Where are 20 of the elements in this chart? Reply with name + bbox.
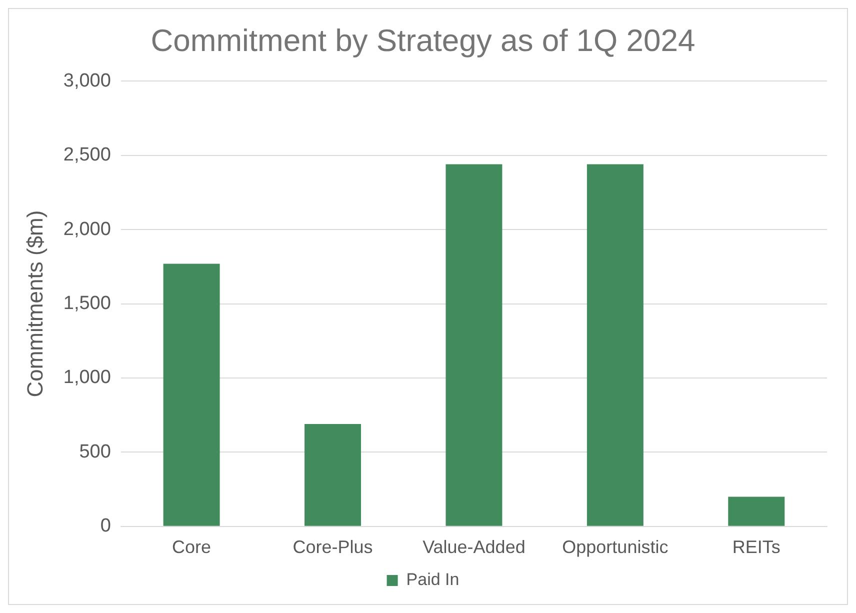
x-tick-label: Core-Plus — [292, 537, 373, 558]
y-tick-label: 2,500 — [63, 144, 111, 166]
y-tick-label: 2,000 — [63, 218, 111, 240]
y-tick-label: 500 — [79, 441, 111, 462]
bar — [304, 424, 362, 526]
y-tick-label: 1,500 — [63, 293, 111, 314]
x-tick-label: Opportunistic — [562, 537, 668, 558]
y-tick-label: 1,000 — [63, 367, 111, 388]
y-tick-label: 0 — [100, 516, 111, 537]
x-tick-label: Value-Added — [422, 537, 526, 558]
chart-title: Commitment by Strategy as of 1Q 2024 — [150, 23, 696, 58]
bar — [446, 164, 502, 526]
bar — [163, 264, 220, 526]
x-tick-label: Core — [172, 537, 212, 558]
bar — [586, 164, 644, 526]
x-tick-label: REITs — [732, 537, 780, 558]
y-axis-title: Commitments ($m) — [22, 210, 48, 398]
legend-label: Paid In — [406, 570, 460, 590]
y-tick-label: 3,000 — [63, 70, 111, 92]
bar — [728, 496, 785, 526]
